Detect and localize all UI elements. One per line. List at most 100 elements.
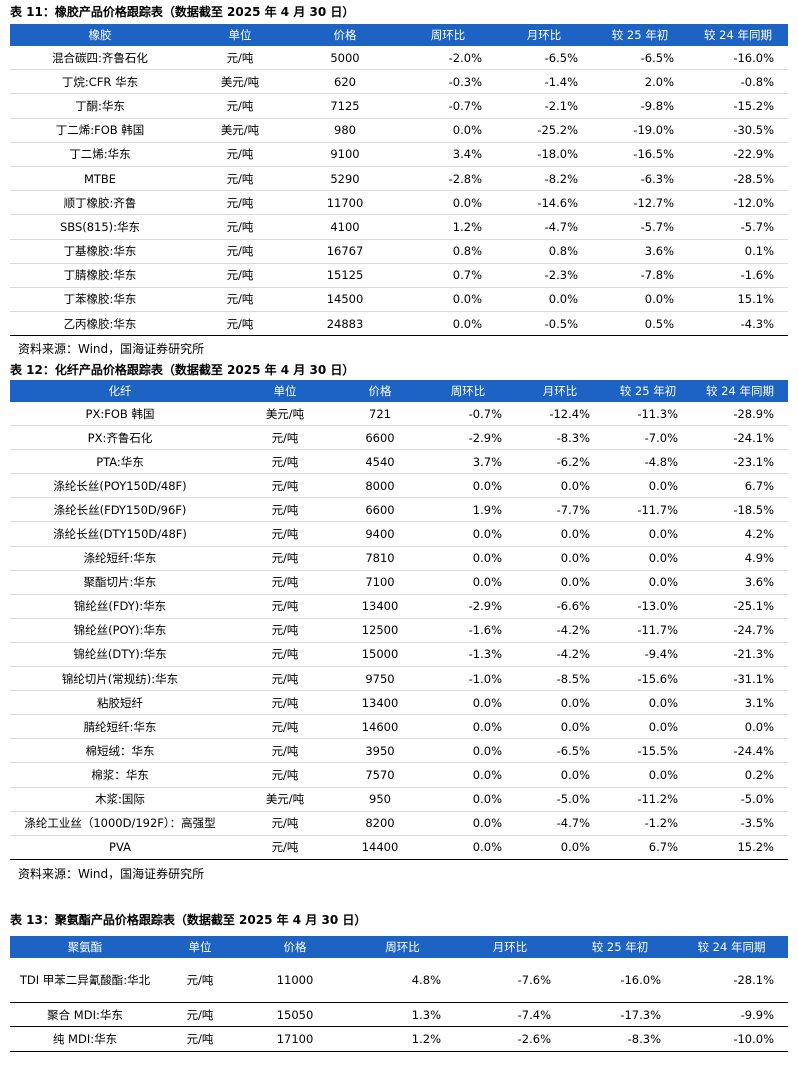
ytd-change-cell: 0.0% [604, 546, 692, 570]
polyurethane-price-table: 聚氨酯 单位 价格 周环比 月环比较 25 年初较 24 年同期 TDI 甲苯二异氰酸酯… [10, 936, 788, 1052]
column-header: 周环比 [350, 936, 455, 958]
table-header-row: 橡胶 单位 价格 周环比 月环比较 25 年初较 24 年同期 [10, 24, 788, 46]
column-header: 化纤 [10, 380, 230, 402]
product-name-cell: 粘胶短纤 [10, 691, 230, 715]
product-name-cell: 丁苯橡胶:华东 [10, 287, 190, 311]
table-row: PX:FOB 韩国 美元/吨 721 -0.7% -12.4% -11.3% -28.9% [10, 402, 788, 426]
price-cell: 7125 [290, 94, 400, 118]
ytd-change-cell: -11.7% [604, 618, 692, 642]
price-cell: 9750 [340, 667, 420, 691]
ytd-change-cell: -8.3% [565, 1027, 675, 1051]
monthly-change-cell: 0.0% [516, 715, 604, 739]
column-header: 单位 [190, 24, 290, 46]
monthly-change-cell: -4.7% [496, 215, 592, 239]
monthly-change-cell: -0.5% [496, 312, 592, 336]
product-name-cell: 丁基橡胶:华东 [10, 239, 190, 263]
table-12-source: 资料来源：Wind，国海证券研究所 [18, 866, 204, 882]
yoy-change-cell: -9.9% [675, 1003, 788, 1027]
column-header: 单位 [160, 936, 240, 958]
unit-cell: 元/吨 [230, 450, 340, 474]
weekly-change-cell: 0.0% [400, 312, 496, 336]
product-name-cell: 棉短绒：华东 [10, 739, 230, 763]
column-header: 周环比 [420, 380, 516, 402]
ytd-change-cell: 2.0% [592, 70, 688, 94]
column-header: 橡胶 [10, 24, 190, 46]
yoy-change-cell: 6.7% [692, 474, 788, 498]
price-cell: 4540 [340, 450, 420, 474]
table-row: 锦纶丝(FDY):华东 元/吨 13400 -2.9% -6.6% -13.0% -25.1… [10, 594, 788, 618]
table-row: 丁苯橡胶:华东 元/吨 14500 0.0% 0.0% 0.0% 15.1% [10, 287, 788, 311]
weekly-change-cell: 0.0% [420, 691, 516, 715]
price-cell: 15125 [290, 263, 400, 287]
unit-cell: 元/吨 [160, 1003, 240, 1027]
table-row: MTBE 元/吨 5290 -2.8% -8.2% -6.3% -28.5% [10, 166, 788, 190]
monthly-change-cell: 0.0% [516, 522, 604, 546]
column-header: 月环比 [455, 936, 565, 958]
unit-cell: 元/吨 [190, 94, 290, 118]
column-header: 较 25 年初 [592, 24, 688, 46]
table-row: 丁二烯:FOB 韩国 美元/吨 980 0.0% -25.2% -19.0% -30.5% [10, 118, 788, 142]
yoy-change-cell: 15.1% [688, 287, 788, 311]
table-row: 棉短绒：华东 元/吨 3950 0.0% -6.5% -15.5% -24.4% [10, 739, 788, 763]
unit-cell: 美元/吨 [230, 787, 340, 811]
product-name-cell: 木浆:国际 [10, 787, 230, 811]
yoy-change-cell: -15.2% [688, 94, 788, 118]
price-cell: 620 [290, 70, 400, 94]
product-name-cell: 乙丙橡胶:华东 [10, 312, 190, 336]
price-cell: 5290 [290, 166, 400, 190]
price-cell: 7100 [340, 570, 420, 594]
monthly-change-cell: 0.0% [516, 546, 604, 570]
yoy-change-cell: -28.9% [692, 402, 788, 426]
price-cell: 950 [340, 787, 420, 811]
table-row: 腈纶短纤:华东 元/吨 14600 0.0% 0.0% 0.0% 0.0% [10, 715, 788, 739]
monthly-change-cell: -18.0% [496, 142, 592, 166]
weekly-change-cell: 4.8% [350, 958, 455, 1003]
table-row: 丁二烯:华东 元/吨 9100 3.4% -18.0% -16.5% -22.9% [10, 142, 788, 166]
unit-cell: 元/吨 [160, 958, 240, 1003]
weekly-change-cell: -2.9% [420, 426, 516, 450]
ytd-change-cell: 0.0% [604, 763, 692, 787]
table-header-row: 聚氨酯 单位 价格 周环比 月环比较 25 年初较 24 年同期 [10, 936, 788, 958]
monthly-change-cell: -5.0% [516, 787, 604, 811]
price-cell: 17100 [240, 1027, 350, 1051]
unit-cell: 元/吨 [190, 142, 290, 166]
unit-cell: 元/吨 [230, 739, 340, 763]
rubber-price-table: 橡胶 单位 价格 周环比 月环比较 25 年初较 24 年同期 混合碳四:齐鲁石化 元/吨… [10, 24, 788, 336]
monthly-change-cell: 0.0% [516, 835, 604, 859]
price-cell: 7810 [340, 546, 420, 570]
product-name-cell: 涤纶短纤:华东 [10, 546, 230, 570]
ytd-change-cell: 0.0% [604, 522, 692, 546]
monthly-change-cell: 0.0% [516, 763, 604, 787]
ytd-change-cell: -7.0% [604, 426, 692, 450]
weekly-change-cell: 0.0% [420, 715, 516, 739]
yoy-change-cell: -16.0% [688, 46, 788, 70]
yoy-change-cell: -18.5% [692, 498, 788, 522]
yoy-change-cell: 15.2% [692, 835, 788, 859]
price-cell: 721 [340, 402, 420, 426]
table-row: 乙丙橡胶:华东 元/吨 24883 0.0% -0.5% 0.5% -4.3% [10, 312, 788, 336]
ytd-change-cell: 0.0% [604, 691, 692, 715]
product-name-cell: 丁烷:CFR 华东 [10, 70, 190, 94]
product-name-cell: 混合碳四:齐鲁石化 [10, 46, 190, 70]
price-cell: 6600 [340, 498, 420, 522]
table-row: 锦纶丝(DTY):华东 元/吨 15000 -1.3% -4.2% -9.4% -21.3% [10, 642, 788, 666]
unit-cell: 元/吨 [160, 1027, 240, 1051]
monthly-change-cell: -8.3% [516, 426, 604, 450]
monthly-change-cell: -7.7% [516, 498, 604, 522]
product-name-cell: 涤纶长丝(FDY150D/96F) [10, 498, 230, 522]
product-name-cell: PTA:华东 [10, 450, 230, 474]
monthly-change-cell: -4.7% [516, 811, 604, 835]
product-name-cell: PVA [10, 835, 230, 859]
table-body: 混合碳四:齐鲁石化 元/吨 5000 -2.0% -6.5% -6.5% -16.0% 丁烷:… [10, 46, 788, 336]
table-row: 锦纶丝(POY):华东 元/吨 12500 -1.6% -4.2% -11.7% -24.7… [10, 618, 788, 642]
ytd-change-cell: -19.0% [592, 118, 688, 142]
column-header: 价格 [290, 24, 400, 46]
yoy-change-cell: -21.3% [692, 642, 788, 666]
price-cell: 11000 [240, 958, 350, 1003]
weekly-change-cell: -1.3% [420, 642, 516, 666]
table-header-row: 化纤 单位 价格 周环比 月环比较 25 年初较 24 年同期 [10, 380, 788, 402]
ytd-change-cell: 0.0% [592, 287, 688, 311]
yoy-change-cell: -4.3% [688, 312, 788, 336]
table-row: 涤纶短纤:华东 元/吨 7810 0.0% 0.0% 0.0% 4.9% [10, 546, 788, 570]
price-cell: 9400 [340, 522, 420, 546]
